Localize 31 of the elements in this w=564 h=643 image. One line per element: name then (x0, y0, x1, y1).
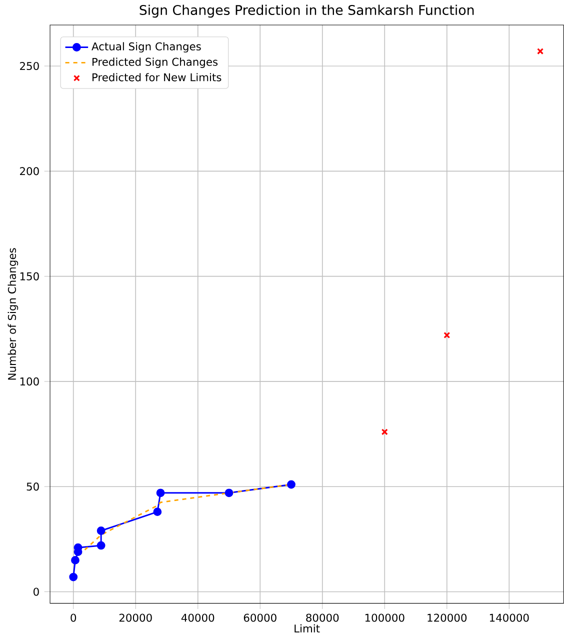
x-tick-label: 20000 (119, 614, 152, 622)
y-tick-label: 100 (20, 377, 39, 386)
point (224, 488, 234, 498)
x-tick-label: 60000 (244, 614, 276, 622)
x-tick-label: 40000 (181, 614, 214, 622)
point (96, 541, 106, 550)
legend-label: Predicted for New Limits (92, 73, 222, 82)
point (96, 526, 106, 535)
x-tick-label: 120000 (428, 614, 466, 622)
point (156, 488, 165, 498)
y-tick-label: 0 (33, 588, 39, 596)
x-tick-label: 80000 (306, 614, 339, 622)
point (444, 332, 450, 338)
point (70, 556, 80, 564)
point (536, 48, 544, 55)
x-tick-label: 100000 (365, 614, 404, 622)
point (381, 428, 388, 436)
y-axis-title: Number of Sign Changes (8, 248, 18, 380)
point (153, 508, 162, 516)
y-tick-label: 150 (20, 272, 39, 280)
legend-label: Predicted Sign Changes (92, 58, 218, 68)
x-tick-label: 0 (70, 614, 76, 622)
y-tick-label: 200 (20, 167, 39, 176)
point (69, 572, 78, 582)
chart-title: Sign Changes Prediction in the Samkarsh Function (140, 4, 474, 18)
point (286, 480, 296, 489)
x-axis-title: Limit (294, 624, 320, 632)
y-tick-label: 50 (26, 482, 39, 491)
y-tick-label: 250 (20, 62, 39, 70)
x-tick-label: 140000 (490, 614, 529, 622)
legend-label: Actual Sign Changes (91, 42, 201, 53)
